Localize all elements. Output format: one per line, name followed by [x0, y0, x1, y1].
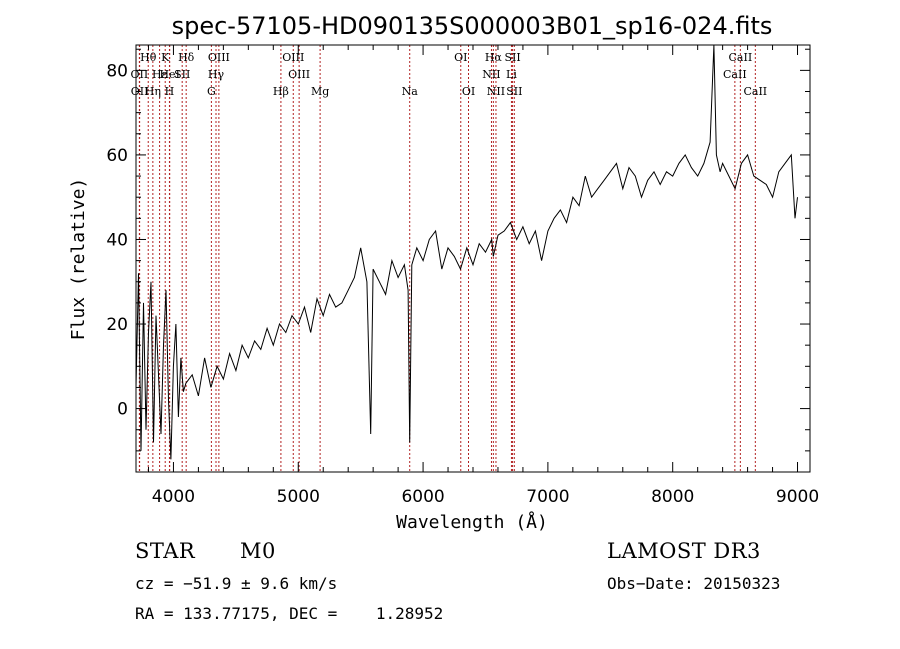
x-tick-label: 5000 — [277, 487, 320, 507]
y-tick-label: 60 — [106, 146, 128, 166]
chart-title: spec-57105-HD090135S000003B01_sp16-024.f… — [172, 12, 773, 40]
y-tick-label: 20 — [106, 315, 128, 335]
line-marker-label: Hβ — [273, 85, 289, 98]
line-marker-label: Hδ — [178, 51, 195, 64]
line-marker-label: CaII — [743, 85, 767, 98]
line-marker-label: NII — [482, 68, 500, 81]
line-marker-label: SII — [506, 85, 522, 98]
line-marker-label: OIII — [288, 68, 310, 81]
line-marker-label: CaII — [729, 51, 753, 64]
line-marker-label: OIII — [208, 51, 230, 64]
x-tick-label: 4000 — [152, 487, 195, 507]
object-type: STAR — [135, 539, 196, 563]
line-marker-label: OIII — [282, 51, 304, 64]
line-marker-label: Hθ — [140, 51, 157, 64]
line-marker-label: Mg — [311, 85, 329, 98]
line-marker-label: NII — [487, 85, 505, 98]
plot-frame — [135, 44, 811, 473]
spectrum-line — [135, 44, 798, 460]
line-marker-label: CaII — [723, 68, 747, 81]
y-axis-label: Flux (relative) — [68, 178, 89, 341]
line-marker-label: K — [161, 51, 170, 64]
survey-name: LAMOST DR3 — [607, 539, 761, 563]
line-marker-label: Hη — [145, 85, 161, 98]
line-marker-label: Hγ — [208, 68, 225, 81]
line-marker-label: Li — [506, 68, 517, 81]
x-tick-label: 6000 — [401, 487, 444, 507]
line-marker-label: G — [207, 85, 216, 98]
redshift-cz: cz = −51.9 ± 9.6 km/s — [135, 574, 338, 593]
observation-date: Obs−Date: 20150323 — [607, 574, 781, 593]
line-marker-label: OII — [131, 68, 149, 81]
y-tick-label: 80 — [106, 61, 128, 81]
line-marker-label: OI — [462, 85, 475, 98]
line-marker-label: Hα — [485, 51, 503, 64]
line-marker-label: SII — [504, 51, 520, 64]
line-marker-label: Na — [402, 85, 419, 98]
x-tick-label: 9000 — [776, 487, 819, 507]
line-marker-label: OI — [454, 51, 467, 64]
line-marker-label: HeI — [159, 68, 179, 81]
y-tick-label: 40 — [106, 230, 128, 250]
line-markers — [138, 45, 756, 472]
x-tick-label: 8000 — [651, 487, 694, 507]
x-tick-label: 7000 — [526, 487, 569, 507]
line-marker-label: Hε — [152, 68, 168, 81]
ra-dec: RA = 133.77175, DEC = 1.28952 — [135, 604, 444, 623]
object-subclass: M0 — [240, 539, 276, 563]
y-tick-label: 0 — [117, 400, 128, 420]
line-marker-label: H — [165, 85, 175, 98]
x-axis-label: Wavelength (Å) — [396, 511, 548, 533]
line-marker-label: SII — [174, 68, 190, 81]
axis-ticks: 4000 5000 6000 7000 8000 9000 0 20 40 60 80 — [106, 45, 819, 507]
